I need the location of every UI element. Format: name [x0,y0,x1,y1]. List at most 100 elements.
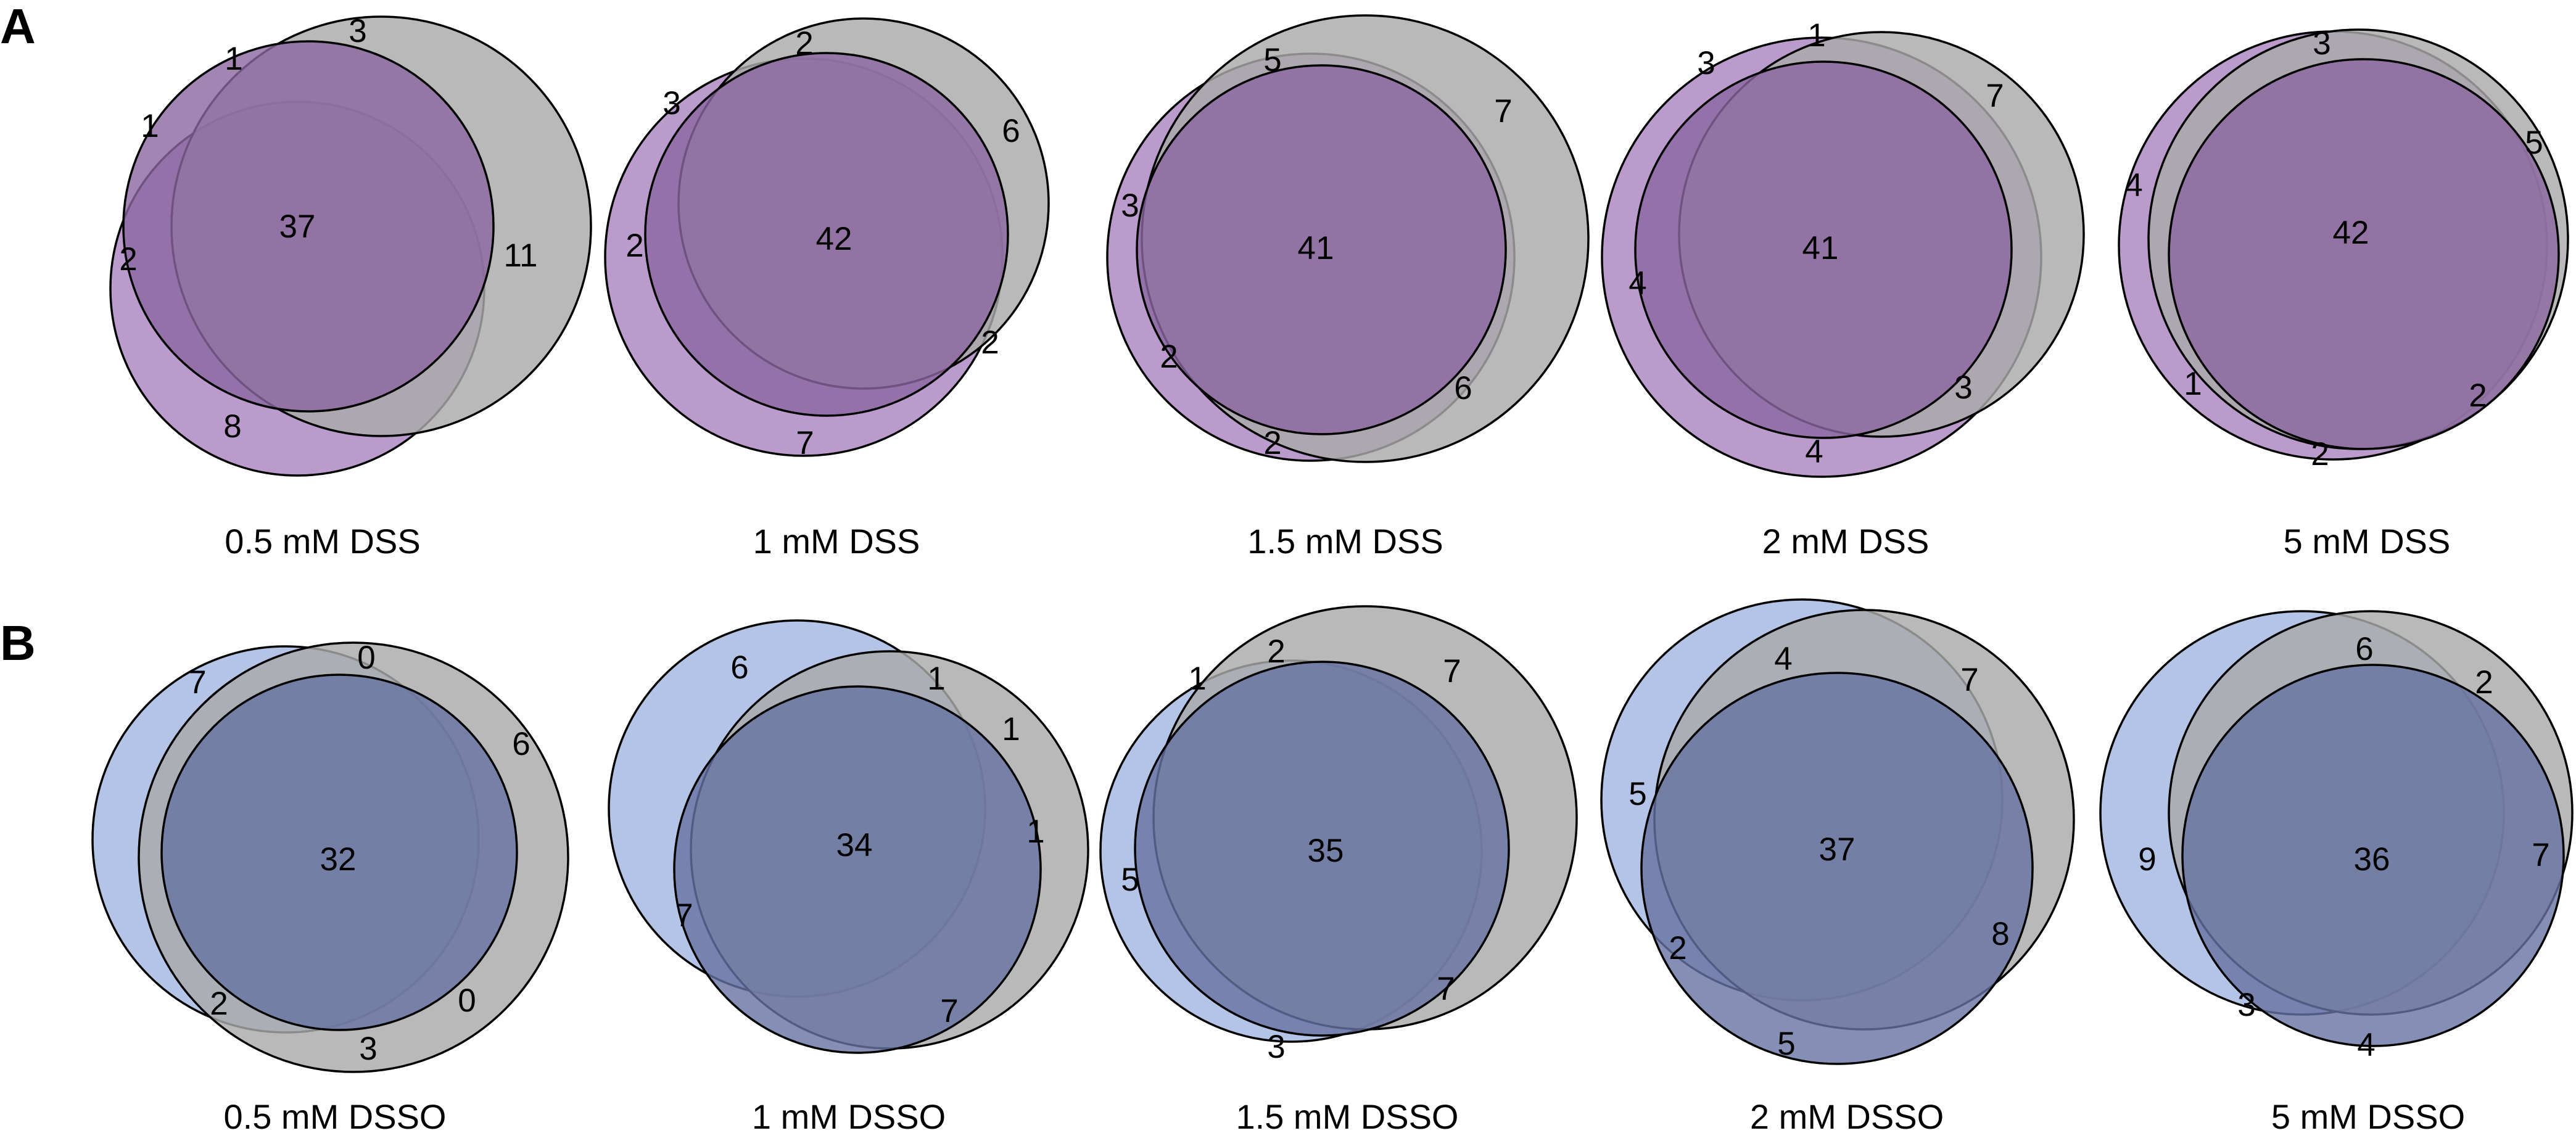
venn-count: 0 [357,640,375,676]
venn-set-inner [1640,672,2034,1065]
venn-count: 1 [2184,366,2202,402]
venn-set-inner [2168,58,2560,450]
venn-count: 3 [1121,187,1139,224]
venn-count: 8 [1991,916,2009,952]
venn-count: 4 [2124,167,2142,204]
venn-set-inner [1634,60,2013,439]
venn-count: 7 [2532,837,2549,873]
venn-count: 1 [225,41,242,77]
venn-count: 3 [2237,987,2255,1023]
venn-count-center: 42 [816,221,852,257]
venn-count: 7 [1494,93,1512,130]
venn-diagram-a3: 41 5 7 3 2 6 2 1.5 mM DSS [1106,14,1590,561]
venn-set-inner [2181,664,2565,1047]
venn-count: 9 [2138,841,2156,878]
venn-count-center: 37 [1819,831,1856,868]
venn-caption: 1.5 mM DSSO [1236,1097,1459,1136]
venn-caption: 0.5 mM DSS [225,522,420,561]
venn-count: 3 [349,13,366,49]
venn-count: 7 [675,897,693,934]
venn-caption: 1.5 mM DSS [1247,522,1443,561]
venn-caption: 0.5 mM DSSO [224,1097,447,1136]
venn-set-inner [1136,64,1507,435]
venn-count: 7 [796,425,814,461]
venn-diagram-b3: 35 1 2 7 5 7 3 1.5 mM DSSO [1099,605,1578,1136]
venn-count: 2 [625,228,643,264]
venn-count: 3 [2313,25,2330,62]
venn-count: 2 [210,986,228,1022]
venn-diagram-a1: 37 3 1 1 2 11 8 0.5 mM DSS [109,13,592,561]
venn-count: 7 [1960,662,1978,698]
venn-count: 7 [1443,653,1461,690]
venn-count: 11 [503,237,537,274]
venn-count: 1 [1002,711,1020,748]
venn-count: 7 [1986,78,2004,114]
venn-count: 3 [359,1031,377,1067]
venn-count: 2 [981,324,999,361]
venn-count: 6 [2355,631,2373,667]
venn-count: 6 [512,726,530,762]
venn-caption: 2 mM DSSO [1750,1097,1944,1136]
venn-count: 4 [1629,265,1646,302]
venn-set-inner [122,40,495,413]
venn-count: 7 [188,664,206,701]
venn-count-center: 37 [279,208,316,245]
venn-count: 6 [730,649,748,686]
venn-count: 1 [927,661,945,697]
venn-count: 1 [1188,661,1206,697]
venn-caption: 1 mM DSSO [752,1097,946,1136]
venn-count: 4 [1805,434,1823,470]
venn-count: 4 [2357,1027,2375,1063]
venn-count: 3 [663,85,680,122]
venn-caption: 5 mM DSS [2284,522,2451,561]
venn-count-center: 41 [1298,230,1334,266]
venn-set-inner [1134,661,1510,1037]
venn-diagram-a2: 42 2 3 6 2 2 7 1 mM DSS [604,17,1050,561]
venn-count-center: 32 [320,841,357,878]
venn-count: 2 [119,241,137,278]
venn-count: 7 [940,993,958,1029]
venn-count: 1 [1026,814,1044,850]
venn-set-inner [644,52,1009,417]
venn-diagram-b2: 34 6 1 1 1 7 7 1 mM DSSO [608,619,1089,1136]
venn-count: 2 [2311,436,2329,472]
venn-count: 1 [1807,17,1825,54]
venn-caption: 5 mM DSSO [2271,1097,2465,1136]
venn-diagram-a4: 41 3 1 7 4 3 4 2 mM DSS [1601,17,2085,561]
venn-count: 6 [1454,370,1472,406]
venn-caption: 2 mM DSS [1762,522,1930,561]
venn-diagram-b4: 37 4 7 5 2 8 5 2 mM DSSO [1600,598,2075,1136]
venn-count: 2 [2469,377,2487,414]
panel-b-label: B [0,616,36,670]
panel-a-label: A [0,0,36,54]
venn-count: 7 [1437,971,1455,1007]
venn-count: 5 [1629,776,1646,812]
venn-count: 2 [1267,633,1285,670]
venn-count: 5 [1263,42,1281,78]
venn-count-center: 34 [836,827,873,863]
venn-count-center: 42 [2333,215,2369,251]
venn-set-inner [673,685,1042,1054]
venn-count: 3 [1954,369,1972,406]
venn-count: 6 [1002,113,1020,149]
venn-count: 4 [1774,641,1792,677]
venn-count-center: 41 [1802,230,1839,266]
venn-count: 2 [795,25,813,62]
venn-caption: 1 mM DSS [753,522,920,561]
venn-count: 5 [2525,125,2543,161]
venn-set-inner [160,673,518,1031]
venn-diagram-a5: 42 3 5 4 1 2 2 5 mM DSS [2118,25,2569,561]
venn-count: 2 [2475,664,2493,701]
venn-count: 5 [1121,862,1139,898]
venn-count: 0 [458,982,476,1019]
venn-count-center: 35 [1308,833,1344,869]
venn-count: 2 [1263,425,1281,461]
venn-count: 5 [1777,1026,1795,1062]
venn-count: 1 [141,108,159,144]
venn-diagram-b1: 32 0 7 6 2 0 3 0.5 mM DSSO [91,640,569,1136]
venn-count: 3 [1697,45,1715,81]
venn-count: 2 [1669,930,1686,966]
venn-count-center: 36 [2354,841,2390,878]
venn-count: 2 [1160,339,1178,375]
